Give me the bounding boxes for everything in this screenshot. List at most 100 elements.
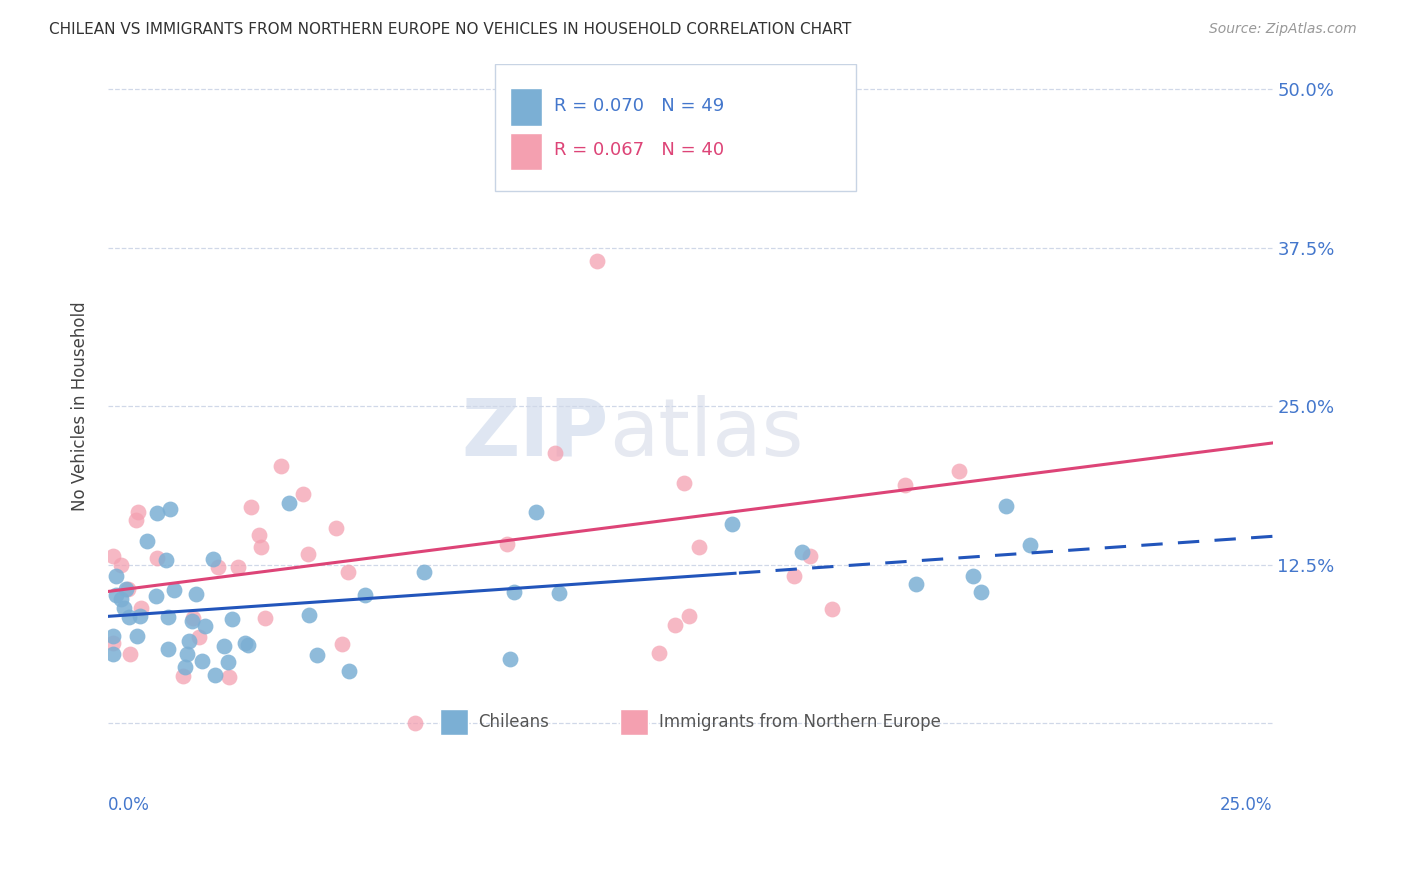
Point [297, 547, 319, 561]
Point [664, 617, 686, 632]
Point [330, 637, 353, 651]
Point [673, 476, 696, 491]
FancyBboxPatch shape [510, 133, 543, 170]
Point [894, 478, 917, 492]
Point [118, 610, 141, 624]
Point [129, 601, 152, 615]
Point [253, 611, 276, 625]
FancyBboxPatch shape [510, 88, 543, 126]
Point [104, 569, 127, 583]
Point [548, 586, 571, 600]
Point [176, 648, 198, 662]
Point [524, 506, 547, 520]
Point [146, 506, 169, 520]
Point [101, 636, 124, 650]
Point [212, 639, 235, 653]
Point [298, 607, 321, 622]
Point [337, 664, 360, 678]
Point [202, 551, 225, 566]
Point [129, 609, 152, 624]
Point [948, 464, 970, 478]
Text: Source: ZipAtlas.com: Source: ZipAtlas.com [1209, 22, 1357, 37]
FancyBboxPatch shape [620, 709, 648, 735]
Point [159, 501, 181, 516]
Point [194, 618, 217, 632]
Point [101, 549, 124, 563]
Point [502, 584, 524, 599]
FancyBboxPatch shape [440, 709, 468, 735]
Point [496, 537, 519, 551]
Point [115, 582, 138, 596]
Point [498, 652, 520, 666]
Point [688, 540, 710, 554]
Point [291, 487, 314, 501]
Point [217, 655, 239, 669]
Point [821, 602, 844, 616]
Point [155, 553, 177, 567]
Point [238, 638, 260, 652]
Point [104, 588, 127, 602]
Point [970, 584, 993, 599]
Point [174, 660, 197, 674]
Point [125, 513, 148, 527]
Point [678, 609, 700, 624]
Point [184, 587, 207, 601]
Point [145, 551, 167, 566]
Point [187, 630, 209, 644]
Point [101, 629, 124, 643]
Text: CHILEAN VS IMMIGRANTS FROM NORTHERN EUROPE NO VEHICLES IN HOUSEHOLD CORRELATION : CHILEAN VS IMMIGRANTS FROM NORTHERN EURO… [49, 22, 852, 37]
Text: Immigrants from Northern Europe: Immigrants from Northern Europe [659, 713, 941, 731]
Point [336, 565, 359, 579]
Point [544, 446, 567, 460]
Point [412, 565, 434, 579]
Point [233, 635, 256, 649]
Point [157, 641, 180, 656]
Point [404, 716, 426, 731]
Point [172, 668, 194, 682]
Point [799, 549, 821, 564]
Point [204, 667, 226, 681]
Point [307, 648, 329, 662]
Point [125, 629, 148, 643]
Point [250, 540, 273, 554]
Point [904, 576, 927, 591]
Text: R = 0.067   N = 40: R = 0.067 N = 40 [554, 142, 724, 160]
Point [136, 533, 159, 548]
Point [127, 505, 149, 519]
Point [101, 648, 124, 662]
Point [790, 545, 813, 559]
Point [177, 634, 200, 648]
Point [191, 654, 214, 668]
Y-axis label: No Vehicles in Household: No Vehicles in Household [72, 301, 89, 511]
Text: Chileans: Chileans [478, 713, 550, 731]
Point [247, 528, 270, 542]
Point [1019, 538, 1042, 552]
Point [648, 646, 671, 660]
Point [783, 569, 806, 583]
Point [721, 516, 744, 531]
Point [962, 569, 984, 583]
Point [162, 583, 184, 598]
Point [725, 158, 748, 172]
Point [120, 647, 142, 661]
Point [181, 614, 204, 628]
Point [586, 253, 609, 268]
Point [110, 558, 132, 572]
Text: R = 0.070   N = 49: R = 0.070 N = 49 [554, 97, 724, 115]
Point [112, 600, 135, 615]
Point [278, 496, 301, 510]
Point [221, 612, 243, 626]
Point [110, 591, 132, 606]
Text: 0.0%: 0.0% [108, 797, 150, 814]
Point [354, 588, 377, 602]
Point [270, 458, 292, 473]
Point [218, 670, 240, 684]
Point [325, 521, 347, 535]
Point [995, 499, 1018, 513]
Point [157, 610, 180, 624]
Point [181, 611, 204, 625]
Point [145, 589, 167, 603]
Point [239, 500, 262, 514]
FancyBboxPatch shape [495, 64, 856, 191]
Point [207, 560, 229, 574]
